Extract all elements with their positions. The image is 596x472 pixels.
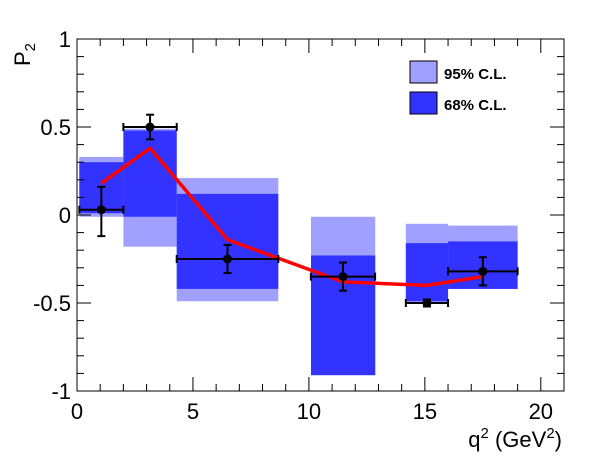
y-tick-label-4: 1 [59,27,71,52]
x-axis-title-unit-sup: 2 [546,425,554,442]
y-tick-label-3: 0.5 [40,115,71,140]
confidence-bands [79,128,518,376]
x-axis-title-unit: (GeV [489,427,547,452]
marker [96,205,106,215]
data-point-0 [78,185,125,238]
y-axis-title-sub: 2 [22,43,39,51]
data-points [78,113,519,308]
data-point-4 [404,298,450,308]
x-axis-title-unit-close: ) [555,427,562,452]
band-68-4 [405,243,449,302]
data-point-1 [122,113,178,141]
marker [338,272,348,282]
y-axis-title: P2 [10,43,39,66]
legend-swatch-95 [409,60,438,84]
x-axis-title-sup: 2 [481,425,489,442]
y-axis-title-main: P [10,51,35,66]
marker [422,298,432,308]
marker [145,122,155,132]
x-tick-label-3: 15 [413,399,437,424]
x-axis-title: q2 (GeV2) [468,425,562,452]
x-tick-label-0: 0 [71,399,83,424]
line-layer [100,146,484,288]
legend: 95% C.L. 68% C.L. [409,60,507,115]
data-point-3 [309,261,377,292]
x-tick-label-1: 5 [187,399,199,424]
prediction-line [100,146,484,288]
y-tick-label-1: -0.5 [33,291,71,316]
x-tick-label-4: 20 [529,399,553,424]
y-tick-label-2: 0 [59,203,71,228]
legend-label-95: 95% C.L. [444,66,507,83]
marker [223,254,233,264]
x-axis-title-main: q [468,427,480,452]
legend-label-68: 68% C.L. [444,97,507,114]
marker [478,266,488,276]
band-68-1 [123,130,177,217]
x-tick-label-2: 10 [297,399,321,424]
data-point-5 [447,256,519,287]
legend-swatch-68 [409,91,438,115]
y-tick-label-0: -1 [51,379,71,404]
axes: 0 5 10 15 20 -1 -0.5 0 0.5 1 [33,27,565,424]
data-point-2 [175,243,280,275]
